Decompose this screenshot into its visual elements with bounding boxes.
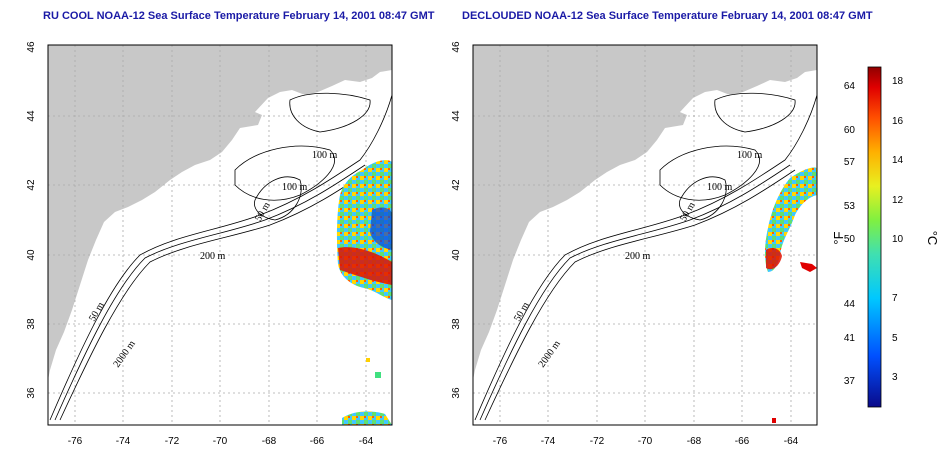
left-lon-axis: -76 -74 -72 -70 -68 -66 -64 xyxy=(68,436,374,447)
right-lon-tick: -72 xyxy=(590,436,605,447)
colorbar-ramp xyxy=(867,66,882,408)
right-lat-tick: 40 xyxy=(451,249,462,261)
left-sst-speck-1 xyxy=(366,358,370,362)
celsius-tick: 10 xyxy=(892,234,904,245)
right-lon-tick: -70 xyxy=(638,436,653,447)
left-lon-tick: -66 xyxy=(310,436,325,447)
right-map-title: DECLOUDED NOAA-12 Sea Surface Temperatur… xyxy=(462,10,873,22)
right-map-panel: 100 m 100 m 50 m 200 m 50 m 2000 m -76 -… xyxy=(451,41,818,447)
left-map-title: RU COOL NOAA-12 Sea Surface Temperature … xyxy=(43,10,435,22)
fahrenheit-tick: 37 xyxy=(844,376,856,387)
left-lat-axis: 46 44 42 40 38 36 xyxy=(26,41,37,399)
left-lon-tick: -68 xyxy=(262,436,277,447)
left-lon-tick: -70 xyxy=(213,436,228,447)
colorbar: 64 60 57 53 50 44 41 37 18 16 14 12 10 7… xyxy=(831,66,940,408)
fahrenheit-tick: 41 xyxy=(844,333,856,344)
left-sst-south-patch xyxy=(342,411,392,425)
left-sst-speck-2 xyxy=(375,372,381,378)
left-lon-tick: -74 xyxy=(116,436,131,447)
left-lat-tick: 44 xyxy=(26,110,37,122)
right-sst-warm-core xyxy=(766,248,782,270)
celsius-tick: 12 xyxy=(892,195,904,206)
right-lon-tick: -74 xyxy=(541,436,556,447)
fahrenheit-tick: 64 xyxy=(844,81,856,92)
right-grid xyxy=(473,45,817,425)
left-lat-tick: 40 xyxy=(26,249,37,261)
left-grid xyxy=(48,45,392,425)
colorbar-celsius-ticks: 18 16 14 12 10 7 5 3 xyxy=(892,76,904,383)
left-lat-tick: 46 xyxy=(26,41,37,53)
left-lat-tick: 42 xyxy=(26,179,37,191)
right-lon-tick: -76 xyxy=(493,436,508,447)
left-sst-warm-core xyxy=(338,247,392,285)
right-sst-speck-1 xyxy=(772,418,776,423)
left-map-panel: 100 m 100 m 50 m 200 m 50 m 2000 m -76 -… xyxy=(26,41,393,447)
right-lon-tick: -66 xyxy=(735,436,750,447)
fahrenheit-unit-label: °F xyxy=(831,231,846,244)
left-lon-tick: -64 xyxy=(359,436,374,447)
celsius-tick: 16 xyxy=(892,116,904,127)
left-contour-label-100m-b: 100 m xyxy=(282,182,308,193)
right-land xyxy=(473,45,817,380)
right-lat-tick: 46 xyxy=(451,41,462,53)
left-sst-cold-core xyxy=(370,207,392,250)
left-lon-tick: -76 xyxy=(68,436,83,447)
right-lat-tick: 44 xyxy=(451,110,462,122)
right-contour-label-200m: 200 m xyxy=(625,251,651,262)
right-lat-tick: 42 xyxy=(451,179,462,191)
right-sst-satellite-data xyxy=(765,167,817,423)
right-lat-axis: 46 44 42 40 38 36 xyxy=(451,41,462,399)
fahrenheit-tick: 57 xyxy=(844,157,856,168)
right-contour-label-100m-a: 100 m xyxy=(737,150,763,161)
colorbar-fahrenheit-ticks: 64 60 57 53 50 44 41 37 xyxy=(844,81,856,387)
fahrenheit-tick: 53 xyxy=(844,201,856,212)
celsius-tick: 14 xyxy=(892,155,904,166)
right-lon-tick: -68 xyxy=(687,436,702,447)
left-island xyxy=(232,110,262,128)
left-map-frame xyxy=(47,44,393,426)
right-map-frame xyxy=(472,44,818,426)
left-lon-tick: -72 xyxy=(165,436,180,447)
left-bathymetry-contours xyxy=(49,92,392,421)
right-sst-patch-main xyxy=(765,167,817,272)
celsius-tick: 3 xyxy=(892,372,898,383)
left-contour-label-200m: 200 m xyxy=(200,251,226,262)
fahrenheit-tick: 60 xyxy=(844,125,856,136)
celsius-unit-label: °C xyxy=(925,231,940,246)
right-bathymetry-contours xyxy=(474,92,817,421)
celsius-tick: 7 xyxy=(892,293,898,304)
left-lat-tick: 38 xyxy=(26,318,37,330)
fahrenheit-tick: 50 xyxy=(844,234,856,245)
left-contour-label-100m-a: 100 m xyxy=(312,150,338,161)
left-lat-tick: 36 xyxy=(26,387,37,399)
right-lat-tick: 36 xyxy=(451,387,462,399)
celsius-tick: 5 xyxy=(892,333,898,344)
right-lon-axis: -76 -74 -72 -70 -68 -66 -64 xyxy=(493,436,799,447)
right-sst-east-patch xyxy=(800,262,817,272)
right-lon-tick: -64 xyxy=(784,436,799,447)
left-sst-satellite-data xyxy=(336,160,392,425)
right-contour-label-100m-b: 100 m xyxy=(707,182,733,193)
celsius-tick: 18 xyxy=(892,76,904,87)
right-lat-tick: 38 xyxy=(451,318,462,330)
fahrenheit-tick: 44 xyxy=(844,299,856,310)
left-land xyxy=(48,45,392,380)
right-island xyxy=(657,110,687,128)
